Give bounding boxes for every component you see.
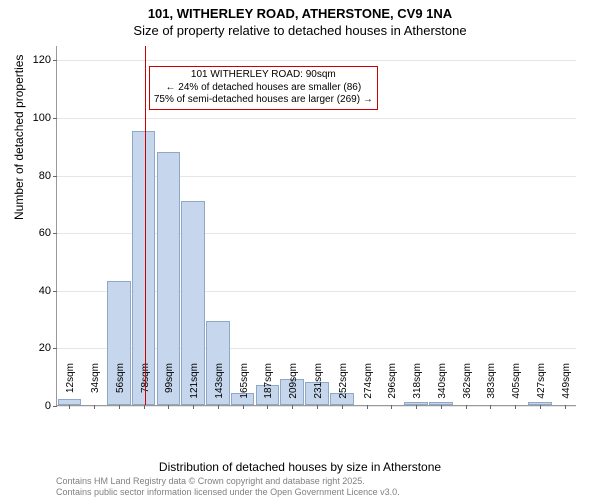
ytick-mark <box>53 291 57 292</box>
ytick-label: 120 <box>33 54 51 66</box>
xtick-label: 12sqm <box>65 363 76 409</box>
chart-title-sub: Size of property relative to detached ho… <box>0 23 600 38</box>
ytick-mark <box>53 233 57 234</box>
xtick-label: 209sqm <box>288 363 299 409</box>
chart-area: 02040608010012012sqm34sqm56sqm78sqm99sqm… <box>56 46 576 406</box>
ytick-label: 80 <box>39 170 51 182</box>
footer-line1: Contains HM Land Registry data © Crown c… <box>56 476 400 487</box>
chart-title-main: 101, WITHERLEY ROAD, ATHERSTONE, CV9 1NA <box>0 6 600 21</box>
ytick-label: 60 <box>39 227 51 239</box>
annotation-line: 101 WITHERLEY ROAD: 90sqm <box>154 69 373 82</box>
ytick-mark <box>53 60 57 61</box>
xtick-label: 362sqm <box>462 363 473 409</box>
ytick-label: 40 <box>39 285 51 297</box>
x-axis-label: Distribution of detached houses by size … <box>0 460 600 474</box>
xtick-label: 405sqm <box>511 363 522 409</box>
xtick-label: 34sqm <box>90 363 101 409</box>
xtick-label: 99sqm <box>164 363 175 409</box>
xtick-label: 274sqm <box>363 363 374 409</box>
ytick-label: 100 <box>33 112 51 124</box>
annotation-line: ← 24% of detached houses are smaller (86… <box>154 82 373 95</box>
y-axis-label: Number of detached properties <box>12 55 26 220</box>
xtick-label: 340sqm <box>437 363 448 409</box>
footer-line2: Contains public sector information licen… <box>56 487 400 498</box>
chart-title-block: 101, WITHERLEY ROAD, ATHERSTONE, CV9 1NA… <box>0 0 600 38</box>
gridline <box>57 60 576 61</box>
ytick-label: 20 <box>39 342 51 354</box>
xtick-label: 165sqm <box>239 363 250 409</box>
annotation-box: 101 WITHERLEY ROAD: 90sqm← 24% of detach… <box>149 66 378 110</box>
xtick-label: 143sqm <box>214 363 225 409</box>
reference-line <box>145 46 146 405</box>
ytick-label: 0 <box>45 400 51 412</box>
xtick-label: 121sqm <box>189 363 200 409</box>
xtick-label: 56sqm <box>115 363 126 409</box>
ytick-mark <box>53 348 57 349</box>
plot-region: 02040608010012012sqm34sqm56sqm78sqm99sqm… <box>56 46 576 406</box>
annotation-line: 75% of semi-detached houses are larger (… <box>154 94 373 107</box>
xtick-label: 187sqm <box>263 363 274 409</box>
xtick-label: 296sqm <box>387 363 398 409</box>
xtick-label: 449sqm <box>561 363 572 409</box>
footer-attribution: Contains HM Land Registry data © Crown c… <box>56 476 400 498</box>
ytick-mark <box>53 406 57 407</box>
ytick-mark <box>53 118 57 119</box>
xtick-label: 231sqm <box>313 363 324 409</box>
gridline <box>57 118 576 119</box>
xtick-label: 252sqm <box>338 363 349 409</box>
xtick-label: 383sqm <box>486 363 497 409</box>
xtick-label: 427sqm <box>536 363 547 409</box>
ytick-mark <box>53 176 57 177</box>
xtick-label: 318sqm <box>412 363 423 409</box>
